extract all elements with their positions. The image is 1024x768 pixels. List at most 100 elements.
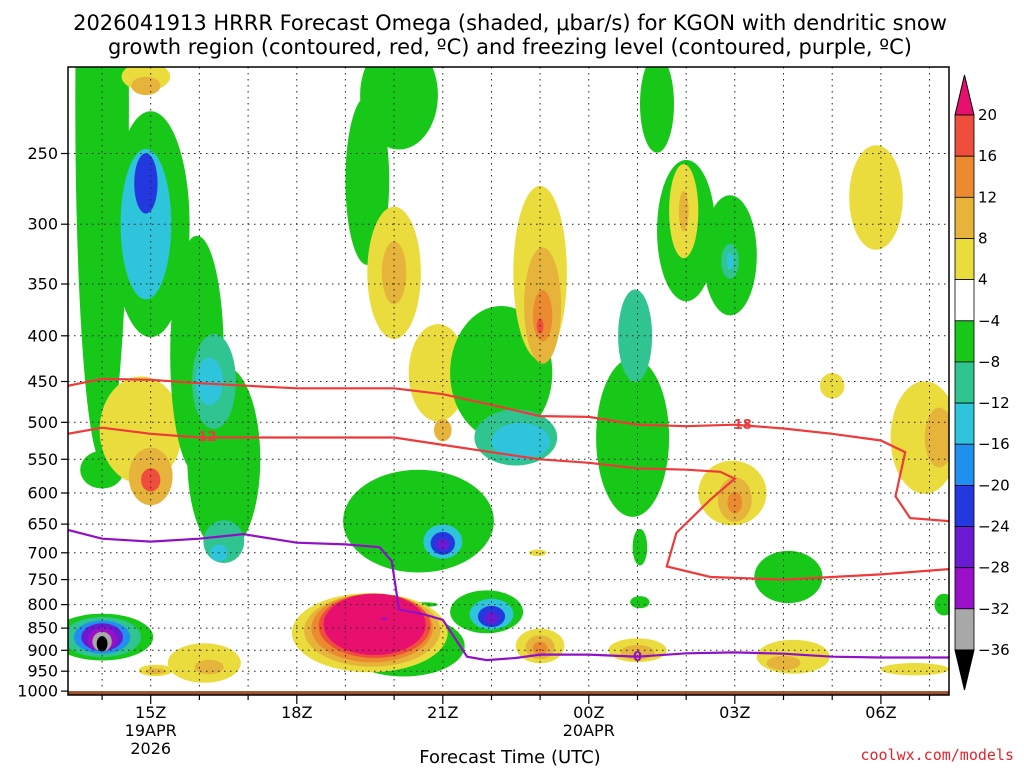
omega-cell-32 [434,418,452,442]
x-tick-label-30-0: 06Z [865,703,896,722]
colorbar: 20 16 12 8 4 −4 −8 −12 −16 −20 −24 −28 −32 −36 [954,74,1010,691]
omega-cell-86 [880,663,949,676]
colorbar-bin-3 [954,196,975,239]
x-tick-label-18-0: 18Z [281,703,312,722]
colorbar-label-9: −20 [978,476,1010,494]
omega-cell-66 [640,67,674,153]
colorbar-label-0: 20 [978,106,997,124]
colorbar-label-12: −32 [978,600,1010,618]
colorbar-bin-2 [954,155,975,198]
x-tick-label-15-1: 19APR [125,721,177,740]
omega-cell-78 [754,550,823,604]
omega-cell-18 [145,668,166,675]
plot-area: −12−180 [67,66,950,696]
omega-cell-70 [726,252,734,270]
colorbar-bin-4 [954,238,975,281]
y-tick-label-850: 850 [27,619,58,638]
colorbar-bin-12 [954,567,975,610]
y-tick-label-900: 900 [27,641,58,660]
colorbar-label-10: −24 [978,518,1010,536]
colorbar-bin-13 [954,608,975,651]
omega-cell-72 [678,191,689,232]
x-tick-label-21-0: 21Z [427,703,458,722]
y-tick-label-650: 650 [27,515,58,534]
omega-cell-28 [360,67,438,150]
omega-cell-13 [131,76,161,96]
y-tick-label-350: 350 [27,275,58,294]
y-tick-label-700: 700 [27,543,58,562]
omega-cell-80 [766,655,801,671]
colorbar-label-2: 12 [978,188,997,206]
colorbar-bin-5 [954,279,975,322]
contour-lines: −12−180 [68,377,949,665]
colorbar-label-3: 8 [978,230,988,248]
omega-cell-63 [618,289,653,383]
omega-cell-3 [120,148,172,300]
y-tick-label-1000: 1000 [17,682,58,701]
y-tick-label-250: 250 [27,144,58,163]
omega-cell-49 [323,593,426,656]
chart-title-line-1: 2026041913 HRRR Forecast Omega (shaded, … [73,11,947,35]
omega-cell-16 [141,468,161,492]
y-tick-label-750: 750 [27,570,58,589]
omega-cell-53 [491,422,550,460]
omega-cell-56 [532,290,553,342]
x-tick-label-24-0: 00Z [573,703,604,722]
freezing-contour-label: 0 [633,650,642,665]
omega-cell-60 [532,641,548,655]
y-tick-label-300: 300 [27,215,58,234]
ground-band [68,691,949,695]
omega-cell-0 [75,67,129,462]
x-tick-label-24-1: 20APR [563,721,615,740]
omega-cell-41 [484,612,499,624]
y-tick-label-450: 450 [27,372,58,391]
colorbar-label-11: −28 [978,559,1010,577]
colorbar-bin-7 [954,361,975,404]
colorbar-bin-9 [954,443,975,486]
colorbar-bin-8 [954,402,975,445]
credit-text: coolwx.com/models [860,746,1014,764]
freezing-level-contour [68,528,949,662]
omega-cell-30 [381,241,407,305]
colorbar-top-arrow [954,74,975,116]
colorbar-label-7: −12 [978,394,1010,412]
y-axis: 250 300 350 400 450 500 550 600 650 700 750 800 850 9… [17,144,68,701]
colorbar-bin-10 [954,484,975,527]
y-tick-label-800: 800 [27,595,58,614]
y-tick-label-950: 950 [27,662,58,681]
dgz-contour-0 [68,377,949,523]
omega-cell-77 [727,491,743,514]
omega-shading [68,67,949,683]
omega-cell-33 [343,469,494,573]
omega-cell-65 [630,596,650,609]
colorbar-bin-6 [954,320,975,363]
omega-cell-81 [849,145,903,250]
omega-cell-84 [924,407,949,468]
colorbar-bin-1 [954,114,975,157]
colorbar-label-6: −8 [978,353,1000,371]
x-axis-label: Forecast Time (UTC) [419,747,600,768]
y-tick-label-600: 600 [27,484,58,503]
omega-cell-22 [195,357,223,406]
colorbar-label-1: 16 [978,147,997,165]
dgz-contour-label-1: −18 [723,418,752,433]
colorbar-bottom-arrow [954,649,975,691]
omega-cell-61 [528,549,547,557]
colorbar-label-8: −16 [978,435,1010,453]
colorbar-label-5: −4 [978,312,1000,330]
colorbar-bin-11 [954,526,975,569]
omega-cell-50 [381,617,388,621]
y-tick-label-400: 400 [27,326,58,345]
chart-title-line-2: growth region (contoured, red, ºC) and f… [108,35,912,59]
omega-cell-4 [134,153,158,214]
omega-cell-85 [934,593,949,616]
y-tick-label-500: 500 [27,413,58,432]
x-tick-label-15-0: 15Z [135,703,166,722]
colorbar-label-13: −36 [978,641,1010,659]
omega-cell-62 [596,358,670,517]
omega-cell-64 [632,528,648,566]
omega-cell-37 [436,538,450,551]
gridlines [68,67,949,695]
